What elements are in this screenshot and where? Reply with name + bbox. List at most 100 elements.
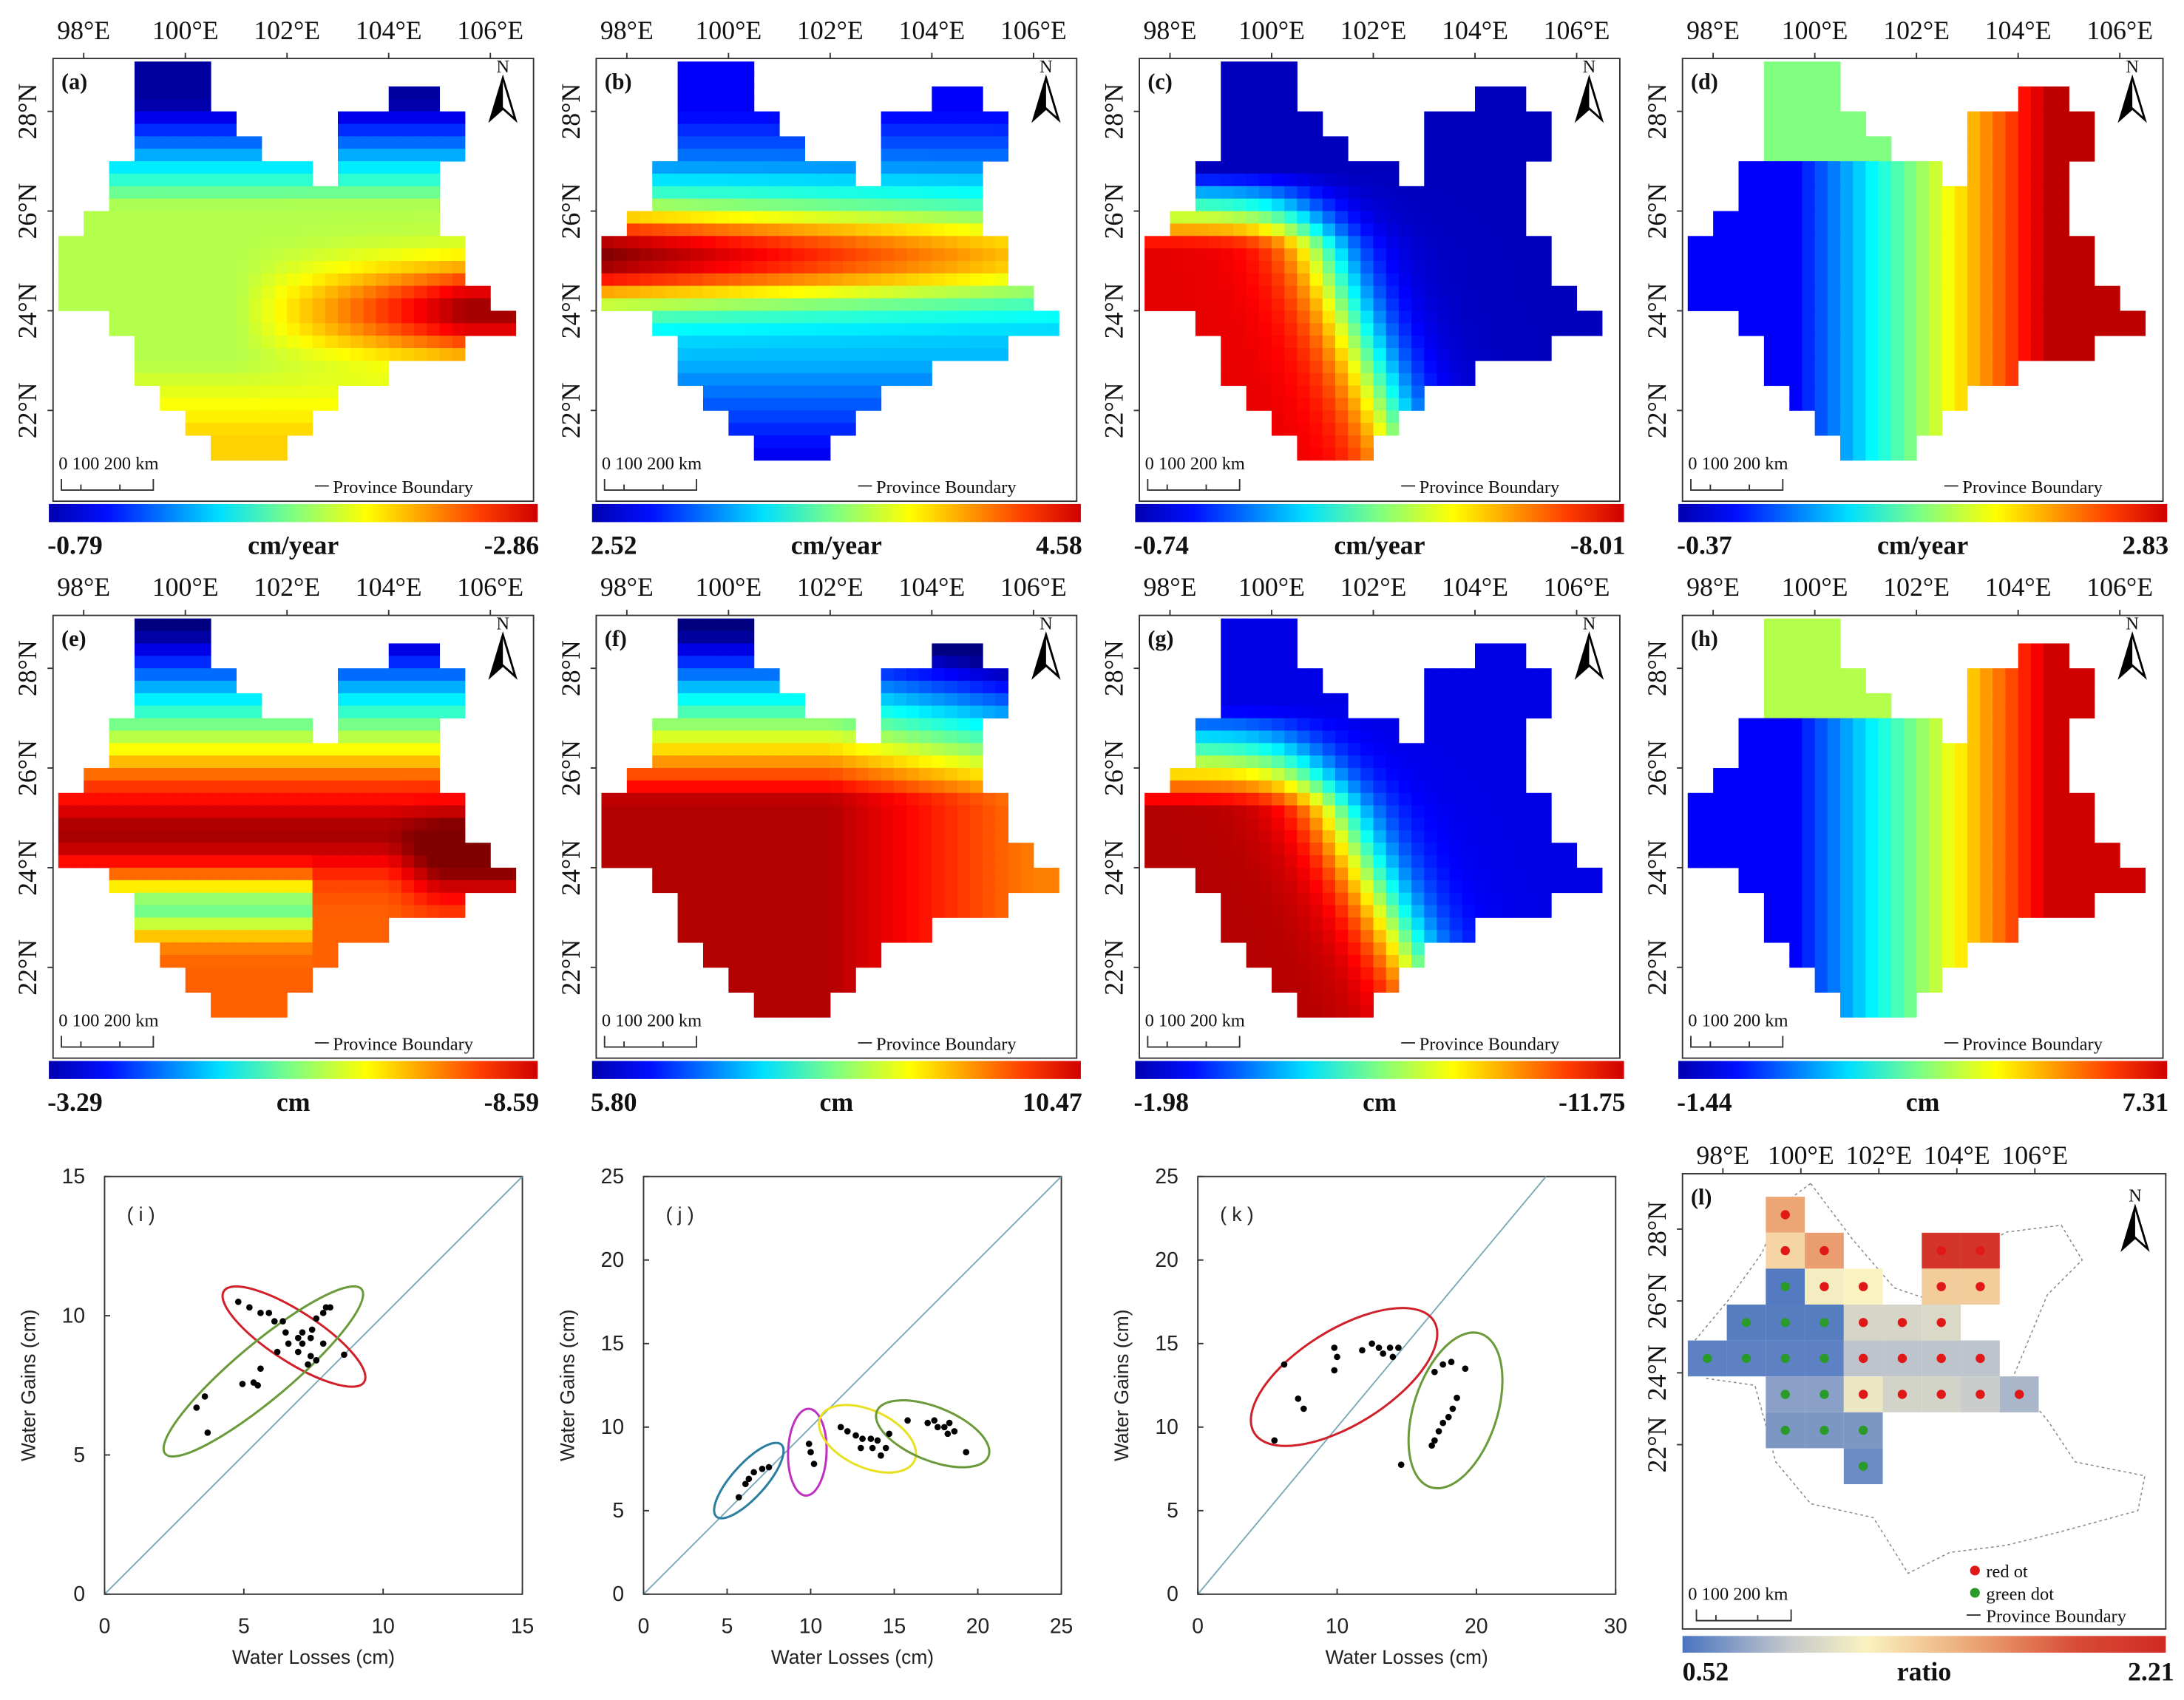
grid-cell xyxy=(766,843,780,856)
grid-cell xyxy=(983,348,996,361)
grid-cell xyxy=(906,348,920,361)
grid-cell xyxy=(1258,892,1272,905)
grid-cell xyxy=(741,173,755,187)
grid-cell xyxy=(363,323,377,336)
grid-cell xyxy=(1840,248,1854,262)
grid-cell xyxy=(2005,310,2019,324)
grid-cell xyxy=(1840,336,1854,349)
grid-cell xyxy=(1297,323,1311,336)
grid-cell xyxy=(702,248,716,262)
grid-cell xyxy=(274,792,288,806)
grid-cell xyxy=(1865,410,1879,424)
grid-cell xyxy=(1802,123,1816,137)
grid-cell xyxy=(376,198,390,212)
grid-cell xyxy=(1525,310,1539,324)
grid-cell xyxy=(1373,348,1387,361)
grid-cell xyxy=(211,136,224,149)
grid-cell xyxy=(388,768,402,781)
grid-cell xyxy=(957,336,971,349)
grid-cell xyxy=(969,111,983,125)
grid-cell xyxy=(716,867,729,881)
grid-cell xyxy=(1221,298,1234,311)
grid-cell xyxy=(1777,211,1790,224)
grid-cell xyxy=(299,248,313,262)
grid-cell xyxy=(452,817,466,831)
grid-cell xyxy=(792,718,806,731)
grid-cell xyxy=(350,223,364,237)
grid-cell xyxy=(1525,843,1539,856)
grid-cell xyxy=(792,817,806,831)
north-arrow-fill xyxy=(1576,634,1590,677)
grid-cell xyxy=(1271,630,1285,644)
grid-cell xyxy=(868,336,882,349)
grid-cell xyxy=(1221,817,1234,831)
grid-cell xyxy=(830,905,844,918)
grid-cell xyxy=(1360,830,1374,843)
grid-cell xyxy=(804,743,818,756)
grid-cell xyxy=(804,967,818,981)
grid-cell xyxy=(1258,880,1272,894)
grid-cell xyxy=(185,693,199,707)
grid-cell xyxy=(741,223,755,237)
grid-cell xyxy=(109,173,123,187)
grid-cell xyxy=(702,930,716,943)
grid-cell xyxy=(248,830,262,843)
grid-cell xyxy=(2018,136,2032,149)
grid-cell xyxy=(109,867,123,881)
grid-cell xyxy=(185,743,199,756)
grid-cell xyxy=(969,705,983,719)
grid-cell xyxy=(185,211,199,224)
grid-cell xyxy=(2030,643,2044,656)
grid-cell xyxy=(1322,942,1336,956)
grid-cell xyxy=(881,285,895,299)
grid-cell xyxy=(2030,86,2044,100)
grid-cell xyxy=(2005,111,2019,125)
grid-cell xyxy=(1008,323,1022,336)
grid-cell xyxy=(1284,410,1298,424)
grid-cell xyxy=(1411,867,1425,881)
grid-cell xyxy=(804,423,818,436)
grid-cell xyxy=(274,273,288,287)
grid-cell xyxy=(2132,310,2146,324)
grid-cell xyxy=(881,917,895,931)
grid-cell xyxy=(147,730,160,744)
grid-cell xyxy=(779,173,793,187)
grid-cell xyxy=(350,111,364,125)
grid-cell xyxy=(439,843,453,856)
grid-cell xyxy=(1221,173,1234,187)
grid-cell xyxy=(1488,805,1501,818)
grid-cell xyxy=(1980,111,1993,125)
grid-cell xyxy=(957,693,971,707)
grid-cell xyxy=(716,630,729,644)
grid-cell xyxy=(881,149,895,162)
grid-cell xyxy=(716,954,729,968)
colorbar-min: 2.52 xyxy=(591,531,637,560)
grid-cell xyxy=(211,248,224,262)
grid-cell xyxy=(1777,98,1790,112)
grid-cell xyxy=(1411,323,1425,336)
grid-cell xyxy=(716,718,729,731)
grid-cell xyxy=(1398,186,1412,200)
grid-cell xyxy=(1195,223,1209,237)
grid-cell xyxy=(919,149,932,162)
grid-cell xyxy=(1500,310,1514,324)
grid-cell xyxy=(312,880,326,894)
grid-cell xyxy=(1576,880,1590,894)
grid-cell xyxy=(337,905,351,918)
grid-cell xyxy=(728,285,742,299)
grid-cell xyxy=(223,273,237,287)
grid-cell xyxy=(1827,385,1841,398)
grid-cell xyxy=(1840,323,1854,336)
grid-cell xyxy=(919,805,932,818)
grid-cell xyxy=(376,693,390,707)
grid-cell xyxy=(677,681,691,694)
grid-cell xyxy=(665,780,679,794)
grid-cell xyxy=(1233,892,1247,905)
grid-cell xyxy=(741,86,755,100)
grid-cell xyxy=(1789,61,1803,75)
grid-cell xyxy=(478,855,491,868)
grid-cell xyxy=(1993,298,2006,311)
grid-cell xyxy=(71,236,84,249)
grid-cell xyxy=(868,310,882,324)
grid-cell xyxy=(1297,730,1311,744)
